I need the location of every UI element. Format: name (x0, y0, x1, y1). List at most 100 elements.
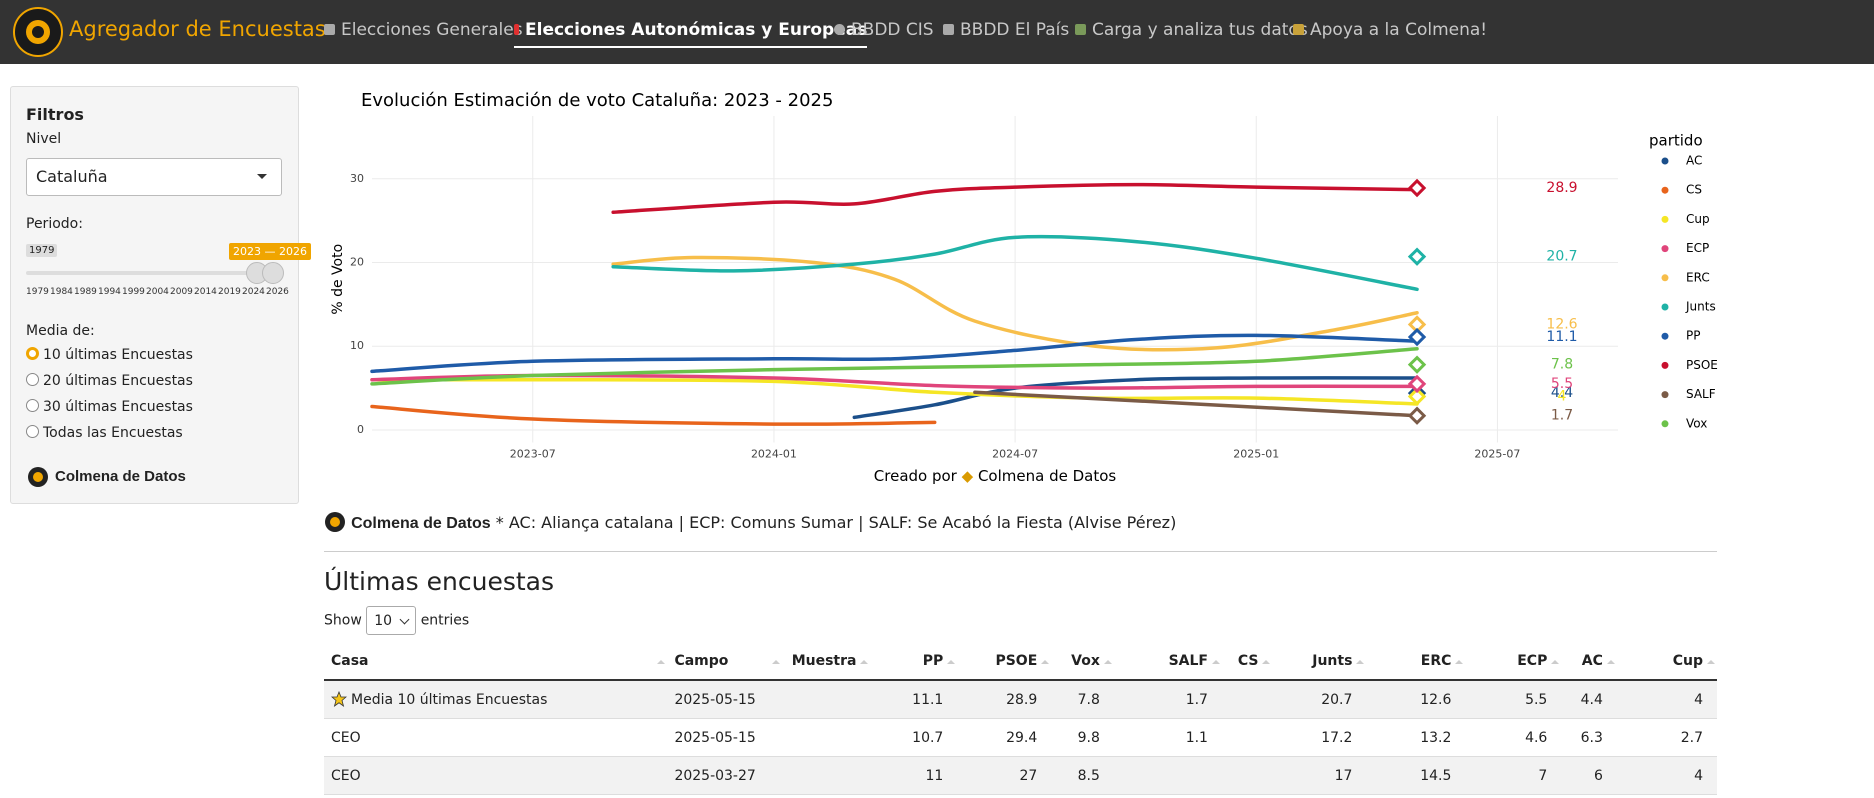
cell-text: 2025-05-15 (674, 691, 756, 708)
cell-text: 4.6 (1525, 729, 1548, 746)
cell-text: Media 10 últimas Encuestas (351, 692, 548, 708)
media-label: Media de: (26, 323, 95, 339)
navbar: Agregador de Encuestas Elecciones Genera… (0, 0, 1874, 64)
cell-text: 1.1 (1185, 729, 1208, 746)
nav-item[interactable]: Apoya a la Colmena! (1293, 20, 1487, 40)
radio-option[interactable]: 20 últimas Encuestas (26, 373, 193, 399)
radio-option[interactable]: 10 últimas Encuestas (26, 347, 193, 373)
header-row: Casa Campo Muestra PP PSOE Vox SALF CS Junts ERC E… (324, 642, 1717, 681)
radio-label: Todas las Encuestas (43, 425, 183, 441)
nivel-select[interactable]: Cataluña (26, 158, 282, 196)
cell-text: 10.7 (912, 729, 944, 746)
trend-line (852, 376, 1419, 420)
column-header[interactable]: Muestra (781, 642, 871, 681)
table-cell (781, 756, 871, 795)
table-cell: 4 (1616, 756, 1717, 795)
legend-label: PSOE (1686, 358, 1718, 372)
column-header[interactable]: Campo (667, 642, 782, 681)
show-label: Show (324, 612, 362, 629)
cell-text: 8.5 (1077, 767, 1100, 784)
nav-item[interactable]: Elecciones Autonómicas y Europeas (514, 20, 868, 48)
table-cell (781, 680, 871, 719)
x-tick-label: 2024-07 (992, 448, 1038, 461)
nav-item[interactable]: BBDD CIS (834, 20, 934, 40)
legend-label: ECP (1686, 241, 1709, 255)
column-header[interactable]: Cup (1616, 642, 1717, 681)
radio (26, 373, 39, 386)
table-cell: 28.9 (957, 680, 1052, 719)
cell-text: 2025-03-27 (674, 767, 756, 784)
cell-text: 6.3 (1580, 729, 1603, 746)
radio-option[interactable]: 30 últimas Encuestas (26, 399, 193, 425)
table-cell: CEO (324, 756, 668, 795)
table-cell (1221, 680, 1273, 719)
radio-option[interactable]: Todas las Encuestas (26, 425, 193, 451)
nav-item[interactable]: BBDD El País (943, 20, 1069, 40)
end-label: 1.7 (1551, 408, 1573, 424)
sidebar-brand[interactable]: Colmena de Datos (55, 468, 186, 485)
trend-line (611, 234, 1419, 292)
cell-text: 14.5 (1420, 767, 1452, 784)
trend-line (611, 182, 1419, 215)
chart-title: Evolución Estimación de voto Cataluña: 2… (361, 90, 833, 111)
y-tick-label: 20 (350, 256, 364, 269)
cell-text: 6 (1593, 767, 1603, 784)
legend-key (1661, 157, 1669, 165)
table-cell: 7.8 (1051, 680, 1114, 719)
end-label: 20.7 (1546, 249, 1577, 265)
column-header[interactable]: CS (1221, 642, 1273, 681)
column-header[interactable]: SALF (1113, 642, 1222, 681)
end-marker (1407, 315, 1427, 334)
legend-label: Vox (1686, 416, 1707, 430)
column-header[interactable]: PSOE (957, 642, 1052, 681)
column-header[interactable]: ECP (1465, 642, 1562, 681)
end-marker (1407, 178, 1427, 198)
end-label: 4 (1558, 388, 1567, 404)
legend-key (1661, 245, 1669, 253)
legend-key (1661, 332, 1669, 340)
legend-key (1661, 361, 1669, 369)
legend-label: CS (1686, 183, 1702, 197)
cell-text: 11 (925, 767, 944, 784)
nav-item[interactable]: Carga y analiza tus datos (1075, 20, 1308, 40)
x-tick-label: 2025-01 (1233, 448, 1279, 461)
note: Colmena de Datos * AC: Aliança catalana … (324, 511, 1176, 533)
column-header[interactable]: AC (1561, 642, 1617, 681)
table-cell: 27 (957, 756, 1052, 795)
slider-tick-label: 1989 (74, 287, 97, 297)
radio (26, 399, 39, 412)
table-head: Casa Campo Muestra PP PSOE Vox SALF CS Junts ERC E… (324, 642, 1717, 681)
end-marker (1407, 355, 1427, 374)
legend-key (1661, 186, 1669, 194)
column-header[interactable]: Casa (324, 642, 668, 681)
column-header[interactable]: PP (870, 642, 958, 681)
table-cell: 17 (1272, 756, 1367, 795)
end-marker (1407, 387, 1427, 406)
column-header[interactable]: Vox (1051, 642, 1114, 681)
brand[interactable]: Agregador de Encuestas (69, 17, 326, 41)
slider-handle[interactable] (262, 262, 284, 284)
nivel-label: Nivel (26, 131, 62, 147)
column-header[interactable]: ERC (1366, 642, 1466, 681)
radio (26, 347, 39, 360)
slider-tick-label: 1999 (122, 287, 145, 297)
end-label: 28.9 (1546, 180, 1577, 196)
cell-text: 4 (1694, 691, 1703, 708)
cell-text: 9.8 (1077, 729, 1100, 746)
table-cell: 14.5 (1366, 756, 1466, 795)
table-cell: 20.7 (1272, 680, 1367, 719)
end-label: 5.5 (1551, 376, 1573, 392)
sidebar: Filtros Nivel Cataluña Periodo: 1979 202… (10, 86, 311, 504)
cell-text: 12.6 (1420, 691, 1452, 708)
y-tick-label: 0 (357, 423, 364, 436)
end-label: 4.4 (1551, 385, 1573, 401)
cell-text: 7.8 (1077, 691, 1100, 708)
nav-item[interactable]: Elecciones Generales (324, 20, 523, 40)
table-cell: 8.5 (1051, 756, 1114, 795)
column-header[interactable]: Junts (1272, 642, 1367, 681)
length-select[interactable]: 10 (366, 606, 417, 635)
legend-key (1661, 274, 1669, 282)
table-cell: 1.1 (1113, 718, 1222, 757)
slider-ticks: 1979 1984 1989 1994 1999 2004 2009 2014 2019 2024… (26, 287, 289, 301)
